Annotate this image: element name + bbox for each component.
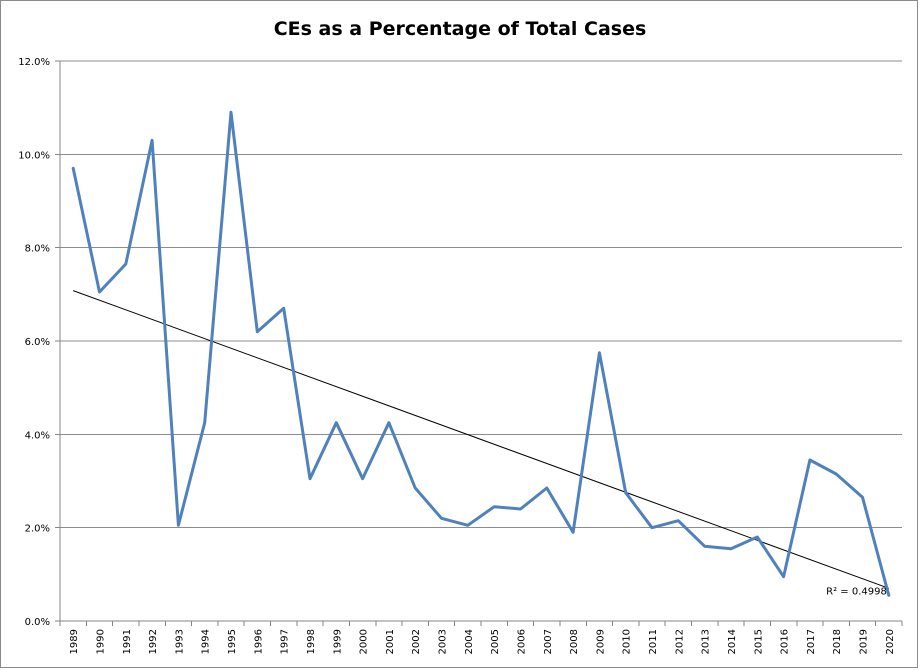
x-tick-label: 1990: [95, 629, 106, 654]
x-tick-label: 2013: [701, 629, 712, 654]
x-tick-label: 2006: [516, 629, 527, 654]
x-tick-label: 2000: [359, 629, 370, 654]
x-tick-label: 1993: [174, 629, 185, 654]
y-tick-label: 12.0%: [18, 57, 50, 68]
x-tick-label: 1998: [306, 629, 317, 654]
x-tick-label: 2009: [595, 629, 606, 654]
y-tick-label: 0.0%: [25, 617, 50, 628]
chart-title: CEs as a Percentage of Total Cases: [273, 18, 647, 40]
x-tick-label: 2002: [411, 629, 422, 654]
x-tick-label: 1995: [227, 629, 238, 654]
y-tick-label: 10.0%: [18, 150, 50, 161]
x-tick-label: 2004: [464, 629, 475, 654]
x-tick-label: 2003: [438, 629, 449, 654]
x-tick-label: 2011: [648, 629, 659, 654]
x-tick-label: 2001: [385, 629, 396, 654]
x-tick-label: 1989: [69, 629, 80, 654]
y-tick-label: 8.0%: [25, 244, 50, 255]
x-tick-label: 2019: [859, 629, 870, 654]
x-tick-label: 1994: [201, 629, 212, 654]
x-tick-label: 2005: [490, 629, 501, 654]
x-tick-label: 1991: [122, 629, 133, 654]
y-tick-label: 4.0%: [25, 430, 50, 441]
x-tick-label: 1992: [148, 629, 159, 654]
x-tick-label: 2012: [674, 629, 685, 654]
x-tick-label: 2018: [832, 629, 843, 654]
x-tick-label: 1999: [332, 629, 343, 654]
x-tick-label: 2017: [806, 629, 817, 654]
x-tick-label: 2007: [543, 629, 554, 654]
y-tick-label: 6.0%: [25, 337, 50, 348]
x-tick-label: 2016: [780, 629, 791, 654]
x-tick-label: 2010: [622, 629, 633, 654]
x-tick-label: 2015: [753, 629, 764, 654]
x-tick-label: 2014: [727, 629, 738, 654]
x-tick-label: 2008: [569, 629, 580, 654]
r-squared-label: R² = 0.4998: [826, 586, 887, 597]
x-tick-label: 1996: [253, 629, 264, 654]
x-tick-label: 2020: [885, 629, 896, 654]
trendline: [72, 290, 890, 589]
series-line: [71, 110, 891, 597]
x-tick-label: 1997: [280, 629, 291, 654]
y-tick-label: 2.0%: [25, 524, 50, 535]
